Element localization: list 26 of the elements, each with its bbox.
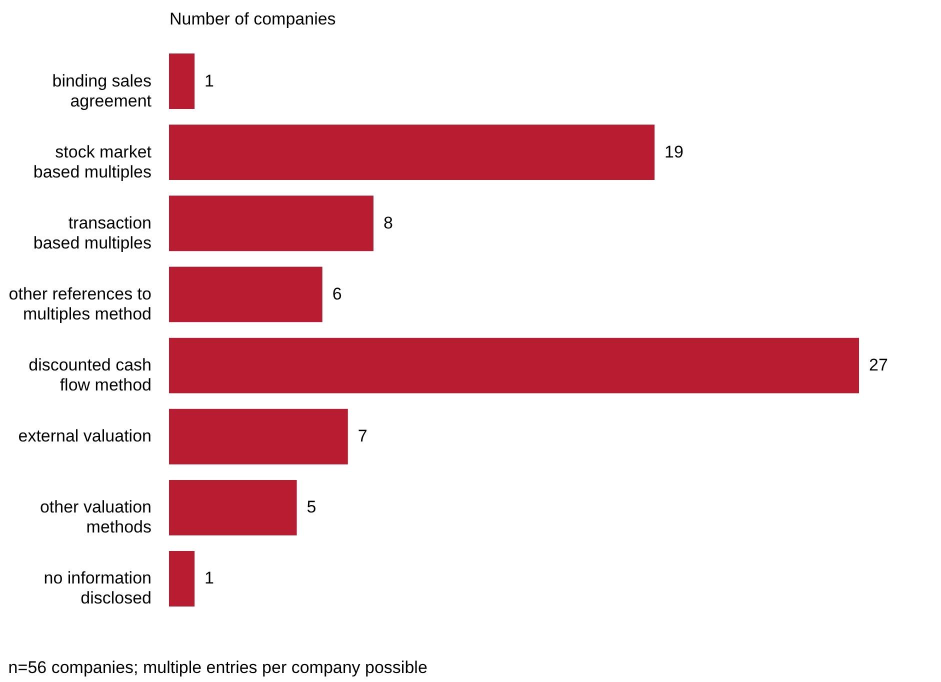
bar [169,54,195,109]
y-tick-label: external valuation [18,426,152,446]
y-tick-label: no information disclosed [44,568,152,608]
data-label: 1 [204,71,214,90]
bar [169,408,348,464]
bar [169,266,322,322]
y-tick-label: discounted cash flow method [28,356,152,395]
bar [169,551,195,606]
bar [169,196,374,252]
text: n=56 companies; multiple entries per company possible [8,658,428,677]
x-axis-title: Number of companies [170,10,336,28]
y-tick-label: stock market based multiples [33,142,152,182]
y-tick-label: other references to multiples method [8,284,152,324]
data-label: 5 [306,498,316,517]
data-label: 1 [204,568,214,588]
data-label: 8 [383,213,393,232]
y-tick-label: transaction based multiples [33,213,152,252]
bar [169,338,859,394]
data-label: 7 [358,426,368,446]
bar [169,480,297,536]
data-label: 19 [664,142,684,162]
bar [169,124,655,180]
data-label: 6 [332,284,342,304]
y-tick-label: binding sales agreement [52,71,152,110]
y-tick-label: other valuation methods [40,498,152,537]
data-label: 27 [869,356,888,375]
